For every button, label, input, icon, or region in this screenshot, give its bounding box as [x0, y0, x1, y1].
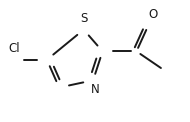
- Text: S: S: [80, 12, 87, 25]
- Text: N: N: [91, 83, 99, 96]
- Text: O: O: [149, 8, 158, 21]
- Text: Cl: Cl: [8, 42, 20, 55]
